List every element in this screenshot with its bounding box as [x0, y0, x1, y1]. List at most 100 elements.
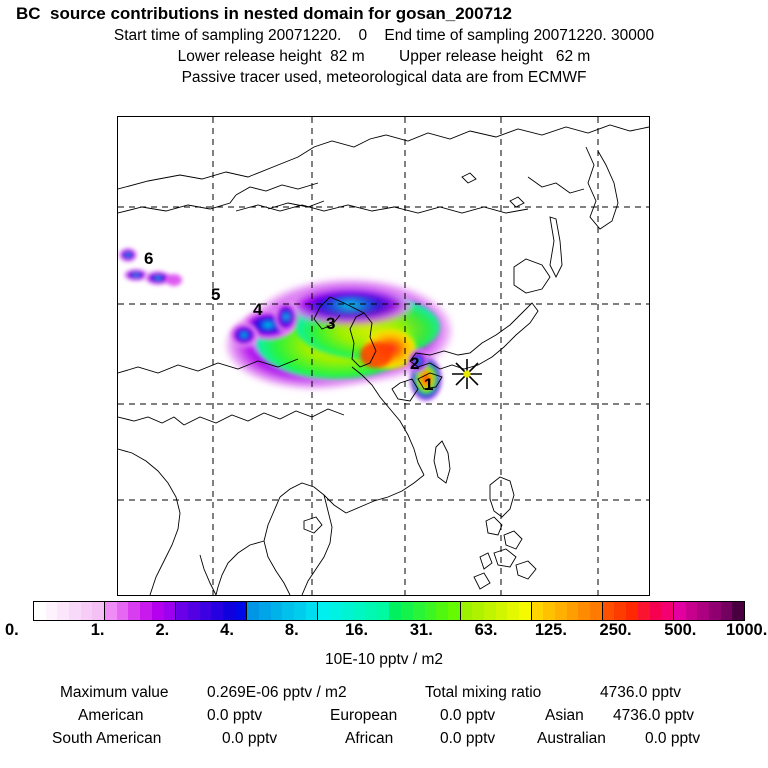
colorbar-step-8-0 [602, 602, 615, 620]
colorbar-step-3-5 [305, 602, 318, 620]
statistics-block: Maximum value 0.269E-06 pptv / m2 Total … [0, 684, 768, 753]
colorbar-step-9-1 [685, 602, 698, 620]
colorbar-step-9-3 [708, 602, 721, 620]
colorbar-step-1-2 [128, 602, 141, 620]
colorbar-step-3-4 [294, 602, 306, 620]
colorbar-segment-3 [247, 602, 319, 620]
colorbar-tick-10: 500. [664, 621, 697, 639]
colorbar-step-8-1 [614, 602, 627, 620]
colorbar-step-0-1 [45, 602, 58, 620]
colorbar-step-8-4 [649, 602, 662, 620]
colorbar-step-3-3 [282, 602, 295, 620]
region-label-american: American [78, 707, 144, 724]
colorbar-segment-7 [531, 602, 603, 620]
colorbar [33, 601, 745, 621]
colorbar-tick-9: 250. [599, 621, 632, 639]
colorbar-step-6-2 [483, 602, 496, 620]
colorbar-segment-0 [34, 602, 106, 620]
region-value-asian: 4736.0 pptv [613, 707, 695, 724]
colorbar-step-9-2 [697, 602, 709, 620]
colorbar-step-2-0 [176, 602, 188, 620]
colorbar-step-8-5 [661, 602, 673, 620]
colorbar-step-5-4 [436, 602, 448, 620]
colorbar-step-7-2 [555, 602, 567, 620]
colorbar-segment-9 [673, 602, 744, 620]
colorbar-container [33, 601, 745, 621]
colorbar-unit-label: 10E-10 pptv / m2 [324, 651, 444, 668]
region-label-australian: Australian [537, 730, 606, 747]
colorbar-step-9-4 [720, 602, 733, 620]
colorbar-step-7-5 [590, 602, 602, 620]
max-value-label: Maximum value [60, 684, 169, 701]
colorbar-step-3-0 [247, 602, 259, 620]
header-block: BC source contributions in nested domain… [0, 0, 768, 87]
colorbar-step-1-3 [140, 602, 152, 620]
region-value-australian: 0.0 pptv [645, 730, 701, 747]
region-value-south-american: 0.0 pptv [222, 730, 278, 747]
region-value-european: 0.0 pptv [440, 707, 496, 724]
colorbar-step-7-3 [566, 602, 579, 620]
colorbar-tick-7: 63. [474, 621, 498, 639]
region-label-european: European [330, 707, 398, 724]
colorbar-tick-2: 2. [155, 621, 170, 639]
colorbar-step-2-3 [211, 602, 223, 620]
colorbar-step-4-5 [376, 602, 389, 620]
footer-row-regions-1: American 0.0 pptv European 0.0 pptv Asia… [0, 707, 768, 730]
colorbar-step-6-1 [472, 602, 484, 620]
colorbar-step-2-4 [222, 602, 235, 620]
colorbar-segment-1 [105, 602, 177, 620]
receptor-star-icon [452, 359, 482, 389]
coastline-layer [118, 124, 649, 595]
colorbar-step-5-2 [412, 602, 425, 620]
colorbar-segment-2 [176, 602, 248, 620]
colorbar-step-0-0 [34, 602, 46, 620]
colorbar-step-8-3 [637, 602, 650, 620]
colorbar-step-2-1 [187, 602, 200, 620]
colorbar-segment-5 [389, 602, 461, 620]
colorbar-step-7-4 [578, 602, 591, 620]
colorbar-step-4-4 [365, 602, 377, 620]
colorbar-step-2-5 [234, 602, 247, 620]
colorbar-step-3-1 [258, 602, 271, 620]
colorbar-step-1-4 [151, 602, 164, 620]
map-canvas [118, 117, 649, 595]
colorbar-segment-4 [318, 602, 390, 620]
colorbar-step-6-3 [495, 602, 508, 620]
contour-label-6: 6 [144, 249, 154, 268]
colorbar-step-8-2 [626, 602, 638, 620]
sampling-time-line: Start time of sampling 20071220. 0 End t… [113, 27, 655, 44]
contour-label-1: 1 [424, 375, 434, 394]
colorbar-step-7-1 [543, 602, 556, 620]
region-value-african: 0.0 pptv [440, 730, 496, 747]
colorbar-step-1-5 [163, 602, 176, 620]
colorbar-tick-1: 1. [90, 621, 105, 639]
colorbar-step-1-1 [116, 602, 129, 620]
contour-label-3: 3 [326, 314, 336, 333]
colorbar-step-7-0 [531, 602, 544, 620]
colorbar-step-0-3 [69, 602, 81, 620]
colorbar-step-0-2 [57, 602, 70, 620]
total-mixing-ratio-label: Total mixing ratio [425, 684, 542, 701]
region-label-african: African [345, 730, 394, 747]
footer-row-regions-2: South American 0.0 pptv African 0.0 pptv… [0, 730, 768, 753]
colorbar-step-4-0 [318, 602, 331, 620]
map-plot-area: 6 5 4 3 2 1 [117, 116, 650, 596]
colorbar-step-0-4 [80, 602, 93, 620]
total-mixing-ratio-value: 4736.0 pptv [600, 684, 682, 701]
colorbar-step-3-2 [270, 602, 283, 620]
colorbar-step-6-0 [460, 602, 473, 620]
region-value-american: 0.0 pptv [207, 707, 263, 724]
colorbar-segment-6 [460, 602, 532, 620]
colorbar-tick-0: 0. [5, 621, 19, 639]
colorbar-step-0-5 [92, 602, 105, 620]
colorbar-step-5-3 [424, 602, 437, 620]
colorbar-step-2-2 [199, 602, 212, 620]
colorbar-step-4-2 [341, 602, 354, 620]
colorbar-tick-8: 125. [534, 621, 567, 639]
graticule-grid [118, 117, 649, 595]
colorbar-step-4-1 [330, 602, 342, 620]
colorbar-step-6-5 [519, 602, 531, 620]
footer-row-total: Maximum value 0.269E-06 pptv / m2 Total … [0, 684, 768, 707]
contour-label-4: 4 [253, 300, 263, 319]
contour-label-5: 5 [211, 285, 221, 304]
